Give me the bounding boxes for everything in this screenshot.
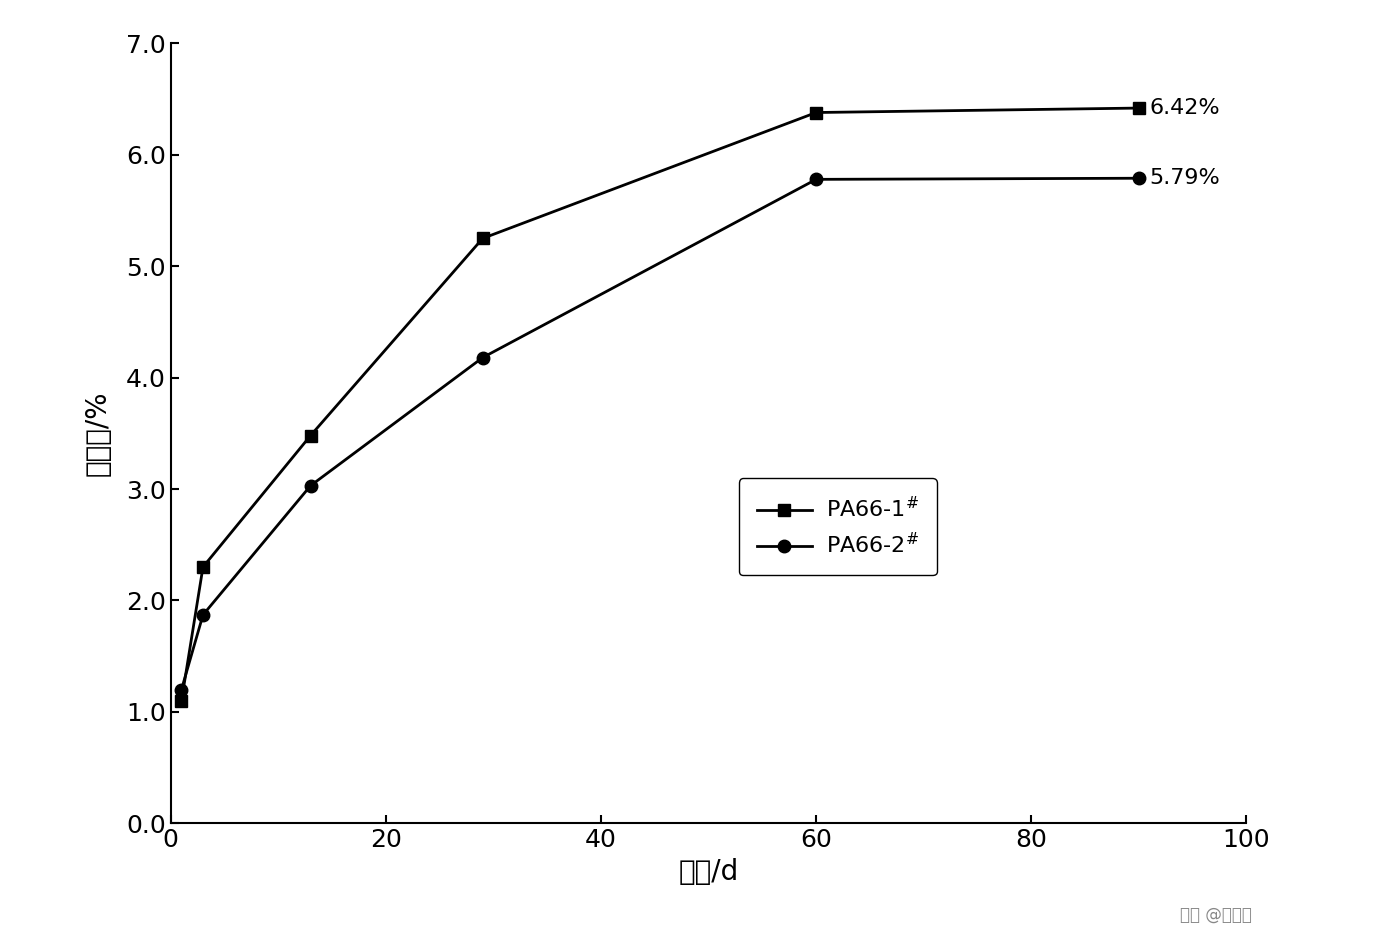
Text: 6.42%: 6.42% (1150, 98, 1220, 118)
Text: 5.79%: 5.79% (1150, 168, 1220, 189)
X-axis label: 时间/d: 时间/d (679, 858, 739, 885)
Y-axis label: 吸水率/%: 吸水率/% (84, 391, 112, 476)
Legend: PA66-1$^{\#}$, PA66-2$^{\#}$: PA66-1$^{\#}$, PA66-2$^{\#}$ (739, 479, 937, 575)
Text: 头条 @塑库网: 头条 @塑库网 (1180, 906, 1252, 923)
